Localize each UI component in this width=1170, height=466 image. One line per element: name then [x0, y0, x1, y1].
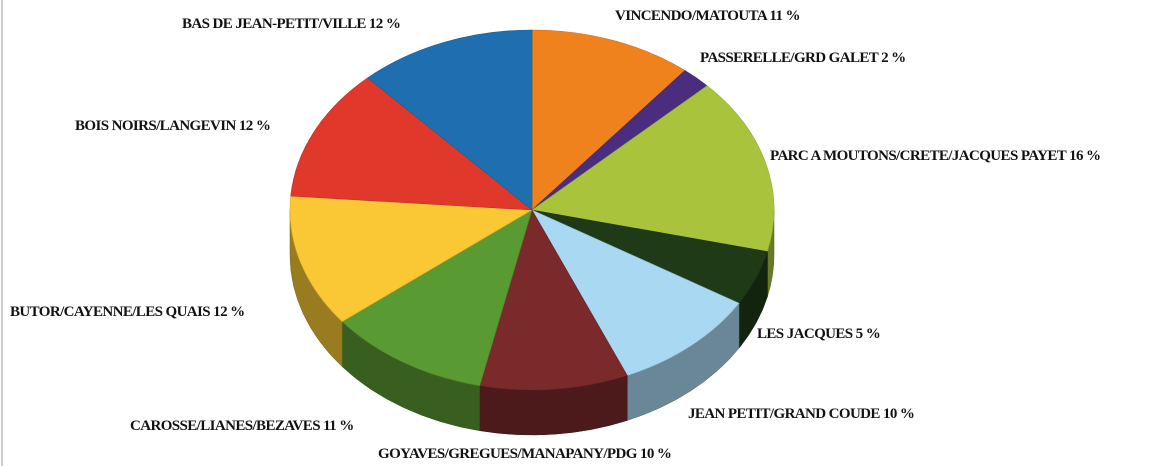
- category-name: BOIS NOIRS/LANGEVIN: [75, 118, 236, 134]
- slice: [531, 85, 775, 252]
- slice-label: PASSERELLE/GRD GALET 2 %: [700, 50, 906, 66]
- value-label: 10 %: [640, 446, 671, 462]
- slice-label: BAS DE JEAN-PETIT/VILLE 12 %: [182, 16, 400, 32]
- value-label: 11 %: [769, 8, 800, 24]
- category-name: VINCENDO/MATOUTA: [615, 8, 768, 24]
- slice: [531, 29, 686, 211]
- category-name: PARC A MOUTONS/CRETE/JACQUES PAYET: [770, 148, 1067, 164]
- slice-label: JEAN PETIT/GRAND COUDE 10 %: [688, 406, 914, 422]
- slice: [479, 209, 628, 391]
- category-name: BUTOR/CAYENNE/LES QUAIS: [10, 304, 213, 320]
- slice: [531, 209, 740, 376]
- value-label: 5 %: [856, 326, 880, 342]
- slice-label: GOYAVES/GREGUES/MANAPANY/PDG 10 %: [378, 446, 671, 462]
- category-name: BAS DE JEAN-PETIT/VILLE: [182, 16, 366, 32]
- slice: [367, 29, 533, 211]
- category-name: JEAN PETIT/GRAND COUDE: [688, 406, 880, 422]
- slice: [290, 77, 533, 211]
- slice: [341, 209, 533, 387]
- value-label: 2 %: [881, 50, 905, 66]
- value-label: 12 %: [213, 304, 244, 320]
- category-name: GOYAVES/GREGUES/MANAPANY/PDG: [378, 446, 638, 462]
- slice-label: LES JACQUES 5 %: [757, 326, 880, 342]
- value-label: 12 %: [239, 118, 270, 134]
- value-label: 12 %: [369, 16, 400, 32]
- slice-label: PARC A MOUTONS/CRETE/JACQUES PAYET 16 %: [770, 148, 1100, 164]
- category-name: CAROSSE/LIANES/BEZAVES: [130, 418, 320, 434]
- slice-label: VINCENDO/MATOUTA 11 %: [615, 8, 800, 24]
- value-label: 11 %: [323, 418, 354, 434]
- slice-label: CAROSSE/LIANES/BEZAVES 11 %: [130, 418, 354, 434]
- value-label: 10 %: [883, 406, 914, 422]
- value-label: 16 %: [1069, 148, 1100, 164]
- category-name: PASSERELLE/GRD GALET: [700, 50, 879, 66]
- slice-label: BOIS NOIRS/LANGEVIN 12 %: [75, 118, 270, 134]
- slice: [289, 195, 534, 322]
- category-name: LES JACQUES: [757, 326, 853, 342]
- slice-label: BUTOR/CAYENNE/LES QUAIS 12 %: [10, 304, 245, 320]
